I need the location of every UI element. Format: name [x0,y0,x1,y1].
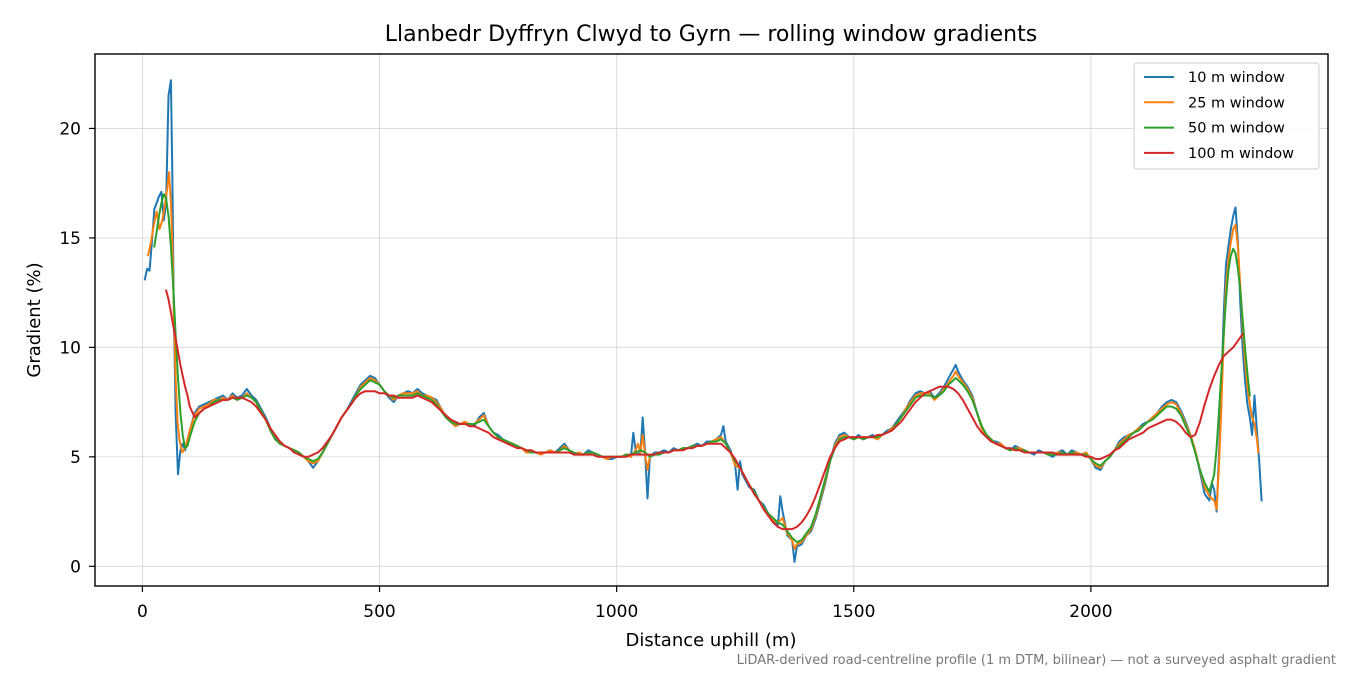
y-axis-label: Gradient (%) [24,262,45,377]
y-tick-label: 10 [59,338,81,358]
legend-label: 50 m window [1188,121,1285,137]
grid-lines [95,54,1328,586]
legend-label: 100 m window [1188,146,1294,162]
x-tick-label: 1000 [595,602,638,622]
y-tick-label: 20 [59,119,81,139]
y-tick-label: 15 [59,229,81,249]
axis-ticks: 0 500 1000 1500 2000 0 5 10 15 20 [59,119,1112,622]
series-lines [143,79,1263,563]
x-tick-label: 2000 [1069,602,1112,622]
legend-box [1133,62,1320,170]
legend: 10 m window 25 m window 50 m window 100 m w… [1133,62,1320,170]
series-line-100-m-window [165,289,1244,531]
x-axis-label: Distance uphill (m) [626,630,797,651]
y-tick-label: 0 [70,557,81,577]
footnote: LiDAR-derived road-centreline profile (1… [737,653,1336,668]
legend-label: 10 m window [1188,70,1285,86]
x-tick-label: 0 [137,602,148,622]
legend-label: 25 m window [1188,95,1285,111]
plot-frame [94,53,1329,587]
x-tick-label: 500 [363,602,395,622]
x-tick-label: 1500 [832,602,875,622]
y-tick-label: 5 [70,448,81,468]
chart-title: Llanbedr Dyffryn Clwyd to Gyrn — rolling… [385,22,1037,47]
